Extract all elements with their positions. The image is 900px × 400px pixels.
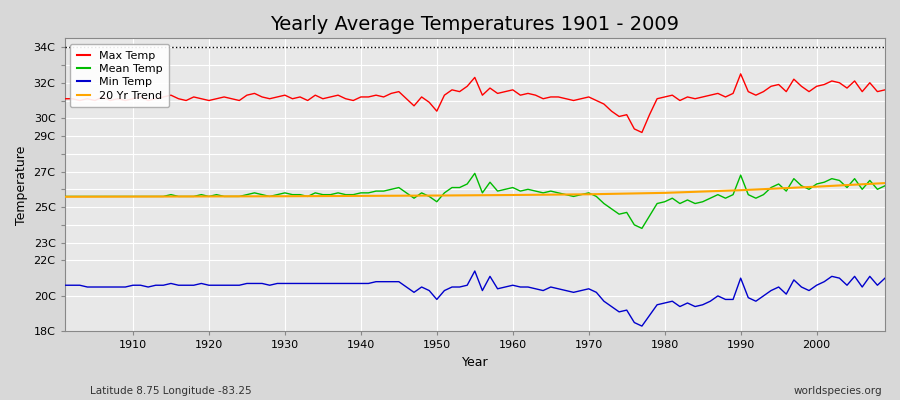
- Y-axis label: Temperature: Temperature: [15, 145, 28, 224]
- Text: Latitude 8.75 Longitude -83.25: Latitude 8.75 Longitude -83.25: [90, 386, 252, 396]
- Text: worldspecies.org: worldspecies.org: [794, 386, 882, 396]
- X-axis label: Year: Year: [462, 356, 488, 369]
- Title: Yearly Average Temperatures 1901 - 2009: Yearly Average Temperatures 1901 - 2009: [270, 15, 680, 34]
- Legend: Max Temp, Mean Temp, Min Temp, 20 Yr Trend: Max Temp, Mean Temp, Min Temp, 20 Yr Tre…: [70, 44, 169, 107]
